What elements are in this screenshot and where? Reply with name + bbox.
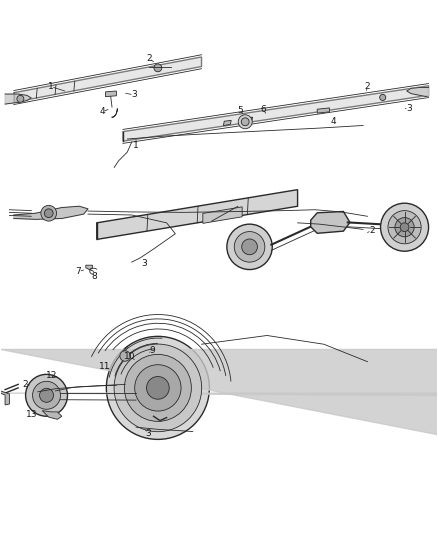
- Text: 1: 1: [133, 141, 139, 150]
- Circle shape: [238, 115, 252, 129]
- Polygon shape: [407, 87, 428, 97]
- Circle shape: [234, 231, 265, 262]
- Circle shape: [124, 354, 191, 422]
- Polygon shape: [42, 410, 62, 419]
- Text: 9: 9: [150, 346, 155, 355]
- Text: 3: 3: [141, 259, 147, 268]
- Polygon shape: [317, 108, 329, 113]
- Circle shape: [380, 94, 386, 101]
- Text: 3: 3: [145, 429, 151, 438]
- Polygon shape: [245, 117, 253, 123]
- Circle shape: [388, 211, 421, 244]
- Circle shape: [114, 344, 201, 432]
- Circle shape: [44, 209, 53, 217]
- Polygon shape: [223, 120, 231, 126]
- Text: 10: 10: [124, 352, 136, 361]
- Text: 11: 11: [99, 362, 110, 372]
- Polygon shape: [123, 86, 428, 141]
- Circle shape: [227, 224, 272, 270]
- Circle shape: [32, 381, 60, 409]
- Text: 4: 4: [331, 117, 336, 126]
- Text: 2: 2: [146, 54, 152, 63]
- Text: 12: 12: [46, 371, 57, 380]
- Text: 3: 3: [406, 104, 412, 113]
- Circle shape: [39, 389, 53, 402]
- Text: 2: 2: [369, 226, 374, 235]
- Circle shape: [242, 239, 258, 255]
- Text: 7: 7: [75, 267, 81, 276]
- Text: 3: 3: [131, 91, 137, 100]
- Polygon shape: [14, 57, 201, 102]
- Circle shape: [154, 64, 162, 72]
- Circle shape: [41, 205, 57, 221]
- Circle shape: [135, 365, 181, 411]
- Circle shape: [400, 223, 409, 231]
- Circle shape: [395, 217, 414, 237]
- Polygon shape: [14, 206, 88, 220]
- Polygon shape: [1, 350, 438, 434]
- Text: 8: 8: [92, 272, 97, 281]
- Polygon shape: [0, 391, 10, 405]
- Text: 2: 2: [22, 380, 28, 389]
- Polygon shape: [311, 212, 350, 233]
- Polygon shape: [97, 190, 297, 239]
- Text: 5: 5: [237, 106, 243, 115]
- Polygon shape: [203, 207, 242, 223]
- Circle shape: [381, 203, 428, 251]
- Text: 1: 1: [48, 82, 54, 91]
- Polygon shape: [1, 393, 438, 400]
- Circle shape: [120, 351, 131, 361]
- Polygon shape: [5, 94, 31, 104]
- Polygon shape: [86, 265, 92, 270]
- Circle shape: [17, 95, 24, 102]
- Text: 6: 6: [260, 105, 266, 114]
- Text: 2: 2: [365, 82, 370, 91]
- Text: 13: 13: [26, 409, 38, 418]
- Polygon shape: [106, 91, 117, 96]
- Circle shape: [106, 336, 209, 439]
- Circle shape: [25, 374, 67, 416]
- Text: 4: 4: [99, 108, 105, 116]
- Circle shape: [147, 376, 169, 399]
- Circle shape: [241, 118, 249, 126]
